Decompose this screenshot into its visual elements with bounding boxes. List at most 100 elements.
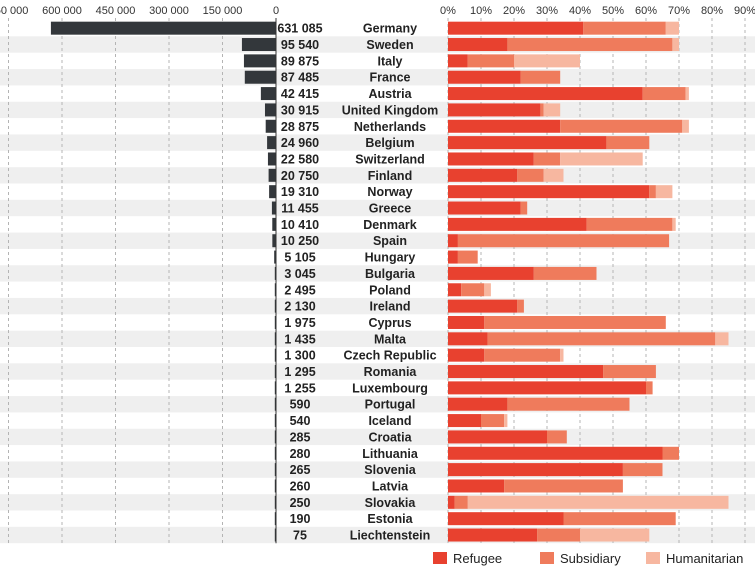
count-bar <box>260 87 276 101</box>
stacked-bar-segment <box>454 495 468 509</box>
count-label: 28 875 <box>281 120 319 134</box>
stacked-bar-segment <box>543 103 561 117</box>
stacked-bar-segment <box>682 119 689 133</box>
count-label: 30 915 <box>281 103 319 117</box>
stacked-bar-segment <box>448 70 521 84</box>
legend-label: Subsidiary <box>560 551 621 566</box>
stacked-bar-segment <box>448 103 541 117</box>
stacked-bar-segment <box>514 54 580 68</box>
left-bars <box>50 21 276 542</box>
stacked-bar-segment <box>662 446 679 460</box>
stacked-bar-segment <box>665 21 679 35</box>
legend: Refugee Subsidiary Humanitarian <box>433 551 743 566</box>
stacked-bar-segment <box>540 103 544 117</box>
legend-swatch <box>646 552 660 564</box>
country-label: Romania <box>364 365 418 379</box>
stacked-bar-segment <box>504 414 508 428</box>
count-bar <box>243 54 276 68</box>
country-label: Latvia <box>372 479 409 493</box>
country-label: Poland <box>369 283 411 297</box>
country-label: Austria <box>368 87 412 101</box>
stacked-bar-segment <box>520 201 528 215</box>
country-label: Hungary <box>365 251 416 265</box>
count-label: 19 310 <box>281 185 319 199</box>
left-tick-label: 600 000 <box>42 5 82 17</box>
count-label: 10 250 <box>281 234 319 248</box>
stacked-bar-segment <box>533 152 561 166</box>
stacked-bar-segment <box>448 414 481 428</box>
stacked-bar-segment <box>715 332 729 346</box>
right-tick-label: 0% <box>440 5 456 17</box>
count-bar <box>50 21 276 35</box>
count-bar <box>265 119 276 133</box>
count-bar <box>274 365 276 379</box>
count-bar <box>264 103 276 117</box>
count-label: 590 <box>290 398 311 412</box>
count-bar <box>274 463 276 477</box>
row-band <box>0 297 755 315</box>
row-band <box>0 199 755 217</box>
country-label: Belgium <box>365 136 414 150</box>
country-label: Czech Republic <box>343 349 436 363</box>
country-label: Netherlands <box>354 120 426 134</box>
right-tick-label: 40% <box>569 5 591 17</box>
count-label: 2 130 <box>284 300 315 314</box>
count-label: 24 960 <box>281 136 319 150</box>
left-tick-label: 150 000 <box>203 5 243 17</box>
country-label: Finland <box>368 169 412 183</box>
count-label: 87 485 <box>281 71 319 85</box>
country-label: Slovakia <box>365 496 417 510</box>
count-label: 1 300 <box>284 349 315 363</box>
count-bar <box>274 495 276 509</box>
stacked-bar-segment <box>560 152 643 166</box>
country-label: Cyprus <box>368 316 411 330</box>
stacked-bar-segment <box>448 315 485 329</box>
country-label: Sweden <box>366 38 413 52</box>
stacked-bar-segment <box>448 463 623 477</box>
legend-swatch <box>433 552 447 564</box>
country-label: Greece <box>369 202 411 216</box>
legend-label: Refugee <box>453 551 502 566</box>
stacked-bar-segment <box>547 430 567 444</box>
stacked-bar-segment <box>646 381 653 395</box>
stacked-bar-segment <box>481 414 505 428</box>
stacked-bar-segment <box>448 299 518 313</box>
country-label: Switzerland <box>355 152 424 166</box>
stacked-bar-segment <box>517 168 544 182</box>
count-label: 75 <box>293 529 307 543</box>
stacked-bar-segment <box>448 250 458 264</box>
stacked-bar-segment <box>543 168 564 182</box>
right-tick-label: 50% <box>602 5 624 17</box>
count-label: 22 580 <box>281 152 319 166</box>
count-label: 190 <box>290 512 311 526</box>
left-tick-label: 750 000 <box>0 5 28 17</box>
count-label: 280 <box>290 447 311 461</box>
stacked-bar-segment <box>563 512 676 526</box>
right-tick-label: 10% <box>470 5 492 17</box>
stacked-bar-segment <box>448 495 455 509</box>
count-label: 631 085 <box>277 22 322 36</box>
count-label: 260 <box>290 479 311 493</box>
stacked-bar-segment <box>448 234 458 248</box>
count-bar <box>274 414 276 428</box>
stacked-bar-segment <box>448 136 607 150</box>
country-label: Italy <box>377 54 402 68</box>
stacked-bar-segment <box>448 87 643 101</box>
count-label: 10 410 <box>281 218 319 232</box>
left-axis-ticks: 750 000 600 000 450 000 300 000 150 000 0 <box>0 5 279 17</box>
stacked-bar-segment <box>457 234 670 248</box>
stacked-bar-segment <box>685 87 689 101</box>
count-label: 20 750 <box>281 169 319 183</box>
stacked-bar-segment <box>484 315 666 329</box>
stacked-bar-segment <box>448 152 534 166</box>
stacked-bar-segment <box>448 168 518 182</box>
stacked-bar-segment <box>533 266 597 280</box>
legend-swatch <box>540 552 554 564</box>
left-tick-label: 0 <box>273 5 279 17</box>
count-bar <box>274 446 276 460</box>
count-label: 5 105 <box>284 251 315 265</box>
count-label: 285 <box>290 430 311 444</box>
count-bar <box>274 430 276 444</box>
legend-label: Humanitarian <box>666 551 743 566</box>
count-label: 95 540 <box>281 38 319 52</box>
